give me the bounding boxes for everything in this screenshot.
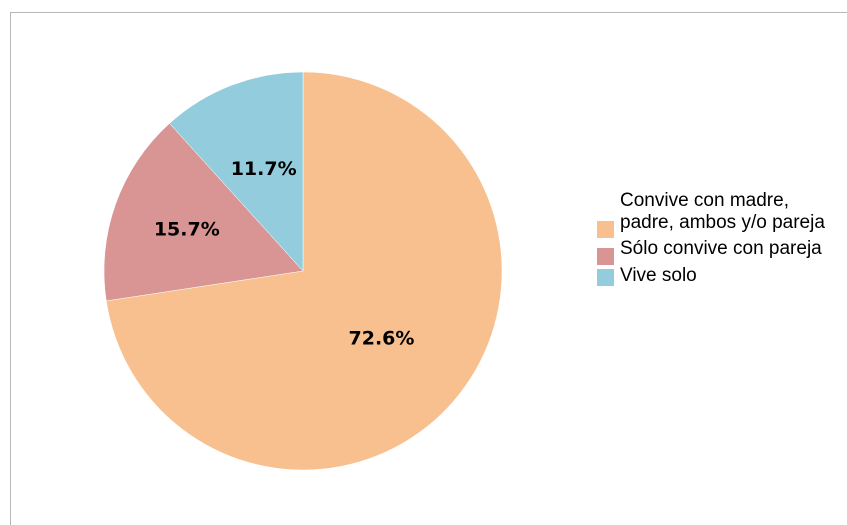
legend-label-convive: Convive con madre, padre, ambos y/o pare… bbox=[620, 190, 825, 233]
chart-legend: Convive con madre, padre, ambos y/o pare… bbox=[597, 190, 847, 287]
pie-slice-convive bbox=[105, 71, 503, 471]
pie-slice-solo-pareja bbox=[103, 123, 304, 302]
pie-slice-vive-solo bbox=[169, 71, 304, 272]
legend-swatch-vive-solo bbox=[597, 269, 614, 286]
legend-swatch-convive bbox=[597, 221, 614, 238]
legend-item-solo-pareja: Sólo convive con pareja bbox=[597, 238, 847, 265]
legend-swatch-solo-pareja bbox=[597, 248, 614, 265]
legend-item-vive-solo: Vive solo bbox=[597, 265, 847, 287]
slice-label-convive: 72.6% bbox=[349, 327, 415, 349]
slice-label-solo-pareja: 15.7% bbox=[154, 219, 220, 241]
legend-label-solo-pareja: Sólo convive con pareja bbox=[620, 238, 822, 259]
pie-chart: 72.6% 15.7% 11.7% bbox=[103, 71, 503, 471]
chart-frame bbox=[10, 12, 847, 525]
legend-item-convive: Convive con madre, padre, ambos y/o pare… bbox=[597, 190, 847, 238]
slice-label-vive-solo: 11.7% bbox=[231, 158, 297, 180]
legend-label-vive-solo: Vive solo bbox=[620, 265, 697, 286]
